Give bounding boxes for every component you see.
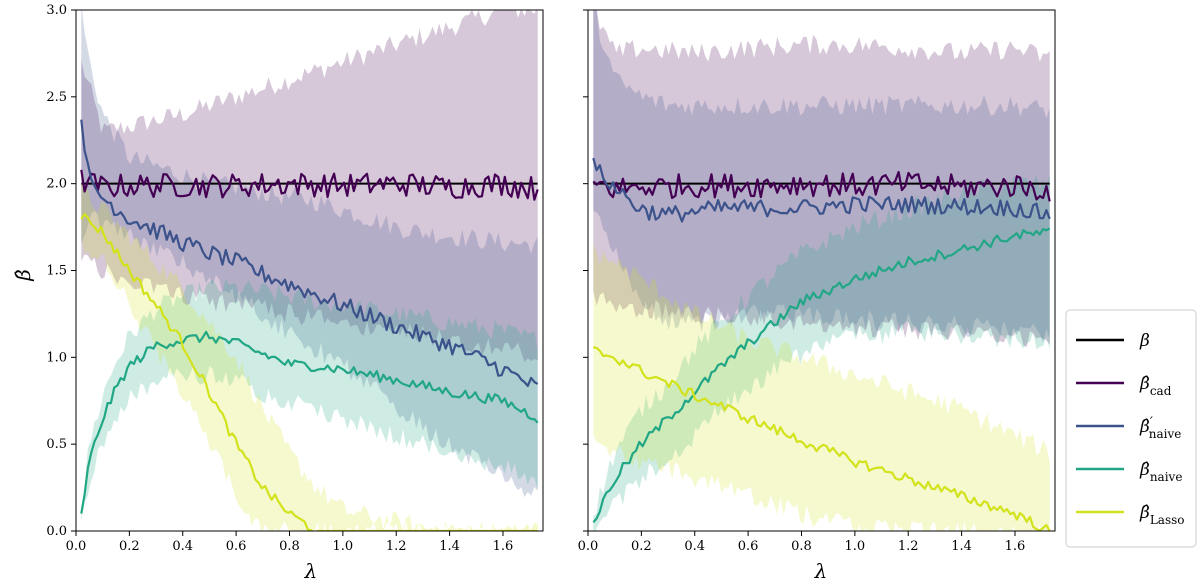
line-naive_prime	[592, 157, 1051, 223]
band-lasso	[81, 183, 538, 531]
legend-label-naive: β̂naive	[1139, 460, 1182, 484]
x-tick-label: 1.6	[493, 539, 514, 554]
x-tick-label: 0.4	[684, 539, 705, 554]
x-tick-label: 0.0	[66, 539, 87, 554]
plot-area	[80, 10, 539, 531]
y-tick-label: 2.5	[46, 90, 67, 105]
x-tick-label: 0.8	[279, 539, 300, 554]
band-naive	[593, 174, 1050, 531]
right-panel: 0.0 0.2 0.4 0.6 0.8 1.0 1.2 1.4 1.6	[578, 9, 1056, 554]
band-cad	[593, 10, 1050, 347]
x-tick-label: 0.6	[738, 539, 759, 554]
x-tick-label: 1.4	[951, 539, 972, 554]
line-naive_prime	[80, 119, 539, 387]
band-naive_prime	[81, 10, 538, 498]
band-naive	[81, 278, 538, 522]
x-tick-label: 1.2	[386, 539, 407, 554]
legend-label-lasso: β̂Lasso	[1139, 503, 1185, 527]
x-tick-label: 1.2	[898, 539, 919, 554]
line-lasso	[80, 213, 538, 531]
x-tick-label: 0.0	[578, 539, 599, 554]
y-tick-label: 1.5	[46, 264, 67, 279]
legend-label-cad: β̂cad	[1139, 374, 1172, 398]
plot-area	[592, 10, 1051, 531]
x-axis-label-right: λ	[814, 559, 828, 583]
x-tick-label: 1.0	[333, 539, 354, 554]
legend-label-beta: β	[1139, 331, 1150, 351]
y-tick-label: 3.0	[46, 3, 67, 18]
y-axis-label: β̂	[11, 269, 35, 282]
line-naive	[80, 330, 539, 514]
legend-frame	[1065, 309, 1197, 548]
x-tick-label: 1.6	[1005, 539, 1026, 554]
x-tick-label: 0.2	[631, 539, 652, 554]
band-lasso	[593, 244, 1050, 531]
y-tick-label: 1.0	[46, 350, 67, 365]
x-axis-label-left: λ	[304, 559, 318, 583]
line-lasso	[593, 346, 1051, 531]
x-tick-label: 0.8	[791, 539, 812, 554]
x-tick-label: 0.6	[226, 539, 247, 554]
legend: β β̂cad β̂′ naive β̂naive β̂Lasso	[1065, 309, 1197, 548]
x-tick-label: 1.4	[439, 539, 460, 554]
line-cad	[592, 170, 1051, 202]
x-tick-label: 1.0	[845, 539, 866, 554]
x-tick-label: 0.4	[172, 539, 193, 554]
line-naive	[592, 227, 1051, 524]
y-tick-label: 0.0	[46, 524, 67, 539]
left-panel: 0.0 0.2 0.4 0.6 0.8 1.0 1.2 1.4 1.6 0.0 0.5 1.0 1.5 2…	[46, 3, 544, 554]
y-tick-label: 0.5	[46, 437, 67, 452]
y-tick-label: 2.0	[46, 177, 67, 192]
line-cad	[80, 169, 539, 201]
legend-label-naive_prime: β̂′ naive	[1139, 415, 1181, 441]
x-tick-label: 0.2	[119, 539, 140, 554]
